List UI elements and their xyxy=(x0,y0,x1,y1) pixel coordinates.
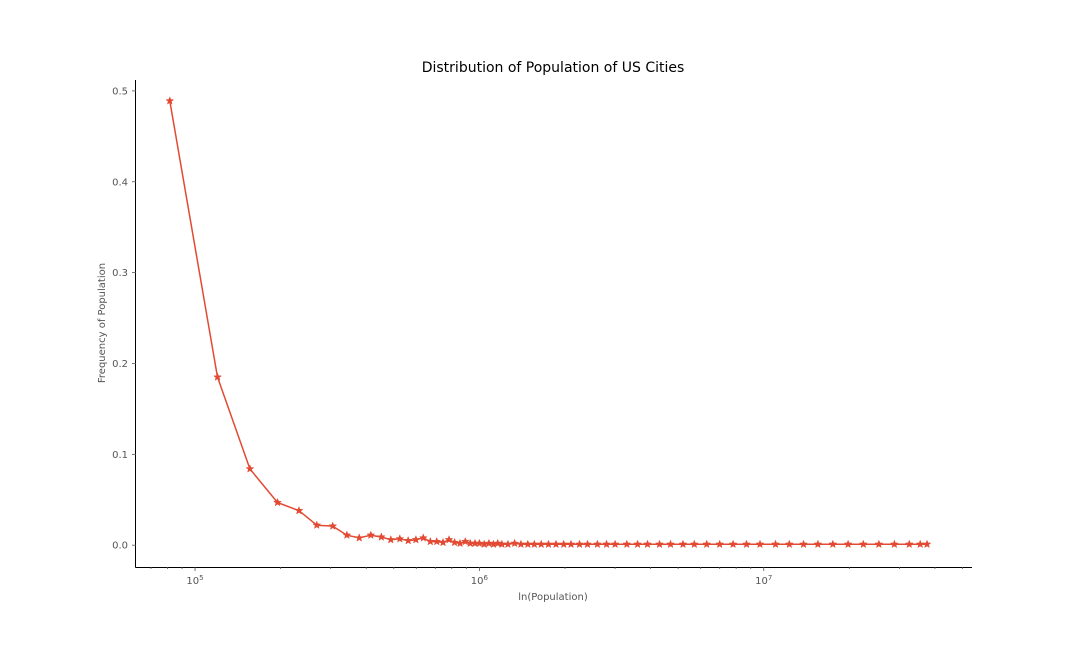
data-point xyxy=(493,538,503,548)
data-point xyxy=(742,539,751,549)
data-point xyxy=(666,539,675,549)
data-point xyxy=(643,539,652,549)
data-point xyxy=(455,538,465,548)
data-point xyxy=(828,539,838,549)
data-point xyxy=(799,539,808,549)
x-tick-base: 10 xyxy=(186,576,199,587)
data-point xyxy=(165,96,175,105)
data-point xyxy=(728,539,738,549)
data-point xyxy=(755,539,765,549)
data-point xyxy=(273,497,282,507)
x-tick-exponent: 7 xyxy=(768,574,772,582)
data-point xyxy=(503,539,513,549)
data-point xyxy=(583,539,592,549)
data-point xyxy=(418,533,428,542)
data-point xyxy=(312,520,322,529)
series-line xyxy=(169,100,927,546)
data-point xyxy=(432,536,442,546)
data-point xyxy=(342,530,352,539)
data-point xyxy=(689,539,699,549)
data-point xyxy=(354,533,364,542)
data-point xyxy=(444,534,454,544)
data-point xyxy=(523,539,533,549)
data-point xyxy=(922,539,932,549)
data-point xyxy=(403,536,413,545)
data-point xyxy=(551,539,561,549)
x-tick-base: 10 xyxy=(471,576,484,587)
data-point xyxy=(497,539,507,549)
data-point xyxy=(366,530,376,539)
data-point xyxy=(386,534,396,544)
data-point xyxy=(813,539,823,549)
data-point xyxy=(544,539,553,549)
data-point xyxy=(602,539,611,549)
data-point xyxy=(858,539,868,549)
y-tick-label: 0.1 xyxy=(112,450,128,461)
data-point xyxy=(484,538,494,548)
chart-title: Distribution of Population of US Cities xyxy=(422,60,685,76)
data-point xyxy=(438,537,448,547)
data-point xyxy=(915,539,925,549)
plot-area xyxy=(165,96,932,549)
data-point xyxy=(715,539,725,549)
x-tick-label: 105 xyxy=(186,574,203,587)
data-point xyxy=(395,534,405,543)
data-point xyxy=(702,539,712,549)
data-point xyxy=(536,539,546,549)
data-point xyxy=(633,539,643,549)
data-point xyxy=(610,539,620,549)
data-point xyxy=(213,372,223,381)
data-point xyxy=(678,539,688,549)
data-point xyxy=(245,464,255,473)
data-point xyxy=(328,521,338,530)
data-point xyxy=(450,537,460,547)
x-tick-label: 107 xyxy=(755,574,772,587)
y-tick-label: 0.3 xyxy=(112,268,128,279)
data-point xyxy=(559,539,569,549)
data-point xyxy=(904,539,914,549)
data-point xyxy=(425,536,435,546)
data-point xyxy=(529,539,539,549)
data-point xyxy=(575,539,584,549)
y-tick-label: 0.2 xyxy=(112,359,128,370)
data-point xyxy=(784,539,794,549)
data-point xyxy=(622,539,632,549)
x-tick-base: 10 xyxy=(755,576,768,587)
data-point xyxy=(294,506,304,515)
y-tick-label: 0.5 xyxy=(112,86,128,97)
data-point xyxy=(460,536,470,546)
data-point xyxy=(516,539,526,549)
data-point xyxy=(474,538,484,548)
data-point xyxy=(843,539,853,549)
y-tick-label: 0.0 xyxy=(112,541,128,552)
x-tick-exponent: 5 xyxy=(199,574,203,582)
data-point xyxy=(592,539,602,549)
y-axis-label: Frequency of Population xyxy=(97,263,108,383)
y-tick-label: 0.4 xyxy=(112,177,128,188)
y-ticks: 0.0 0.1 0.2 0.3 0.4 0.5 xyxy=(112,86,136,552)
data-point xyxy=(376,532,386,541)
x-tick-exponent: 6 xyxy=(484,574,489,582)
x-tick-label: 106 xyxy=(471,574,489,587)
data-point xyxy=(771,539,780,549)
data-point xyxy=(874,539,884,549)
data-point xyxy=(889,539,899,549)
data-point xyxy=(510,538,520,548)
x-ticks: 105 106 107 xyxy=(150,567,963,587)
x-axis-label: ln(Population) xyxy=(518,592,588,603)
data-point xyxy=(411,534,421,544)
data-point xyxy=(655,539,664,549)
data-point xyxy=(566,539,576,549)
